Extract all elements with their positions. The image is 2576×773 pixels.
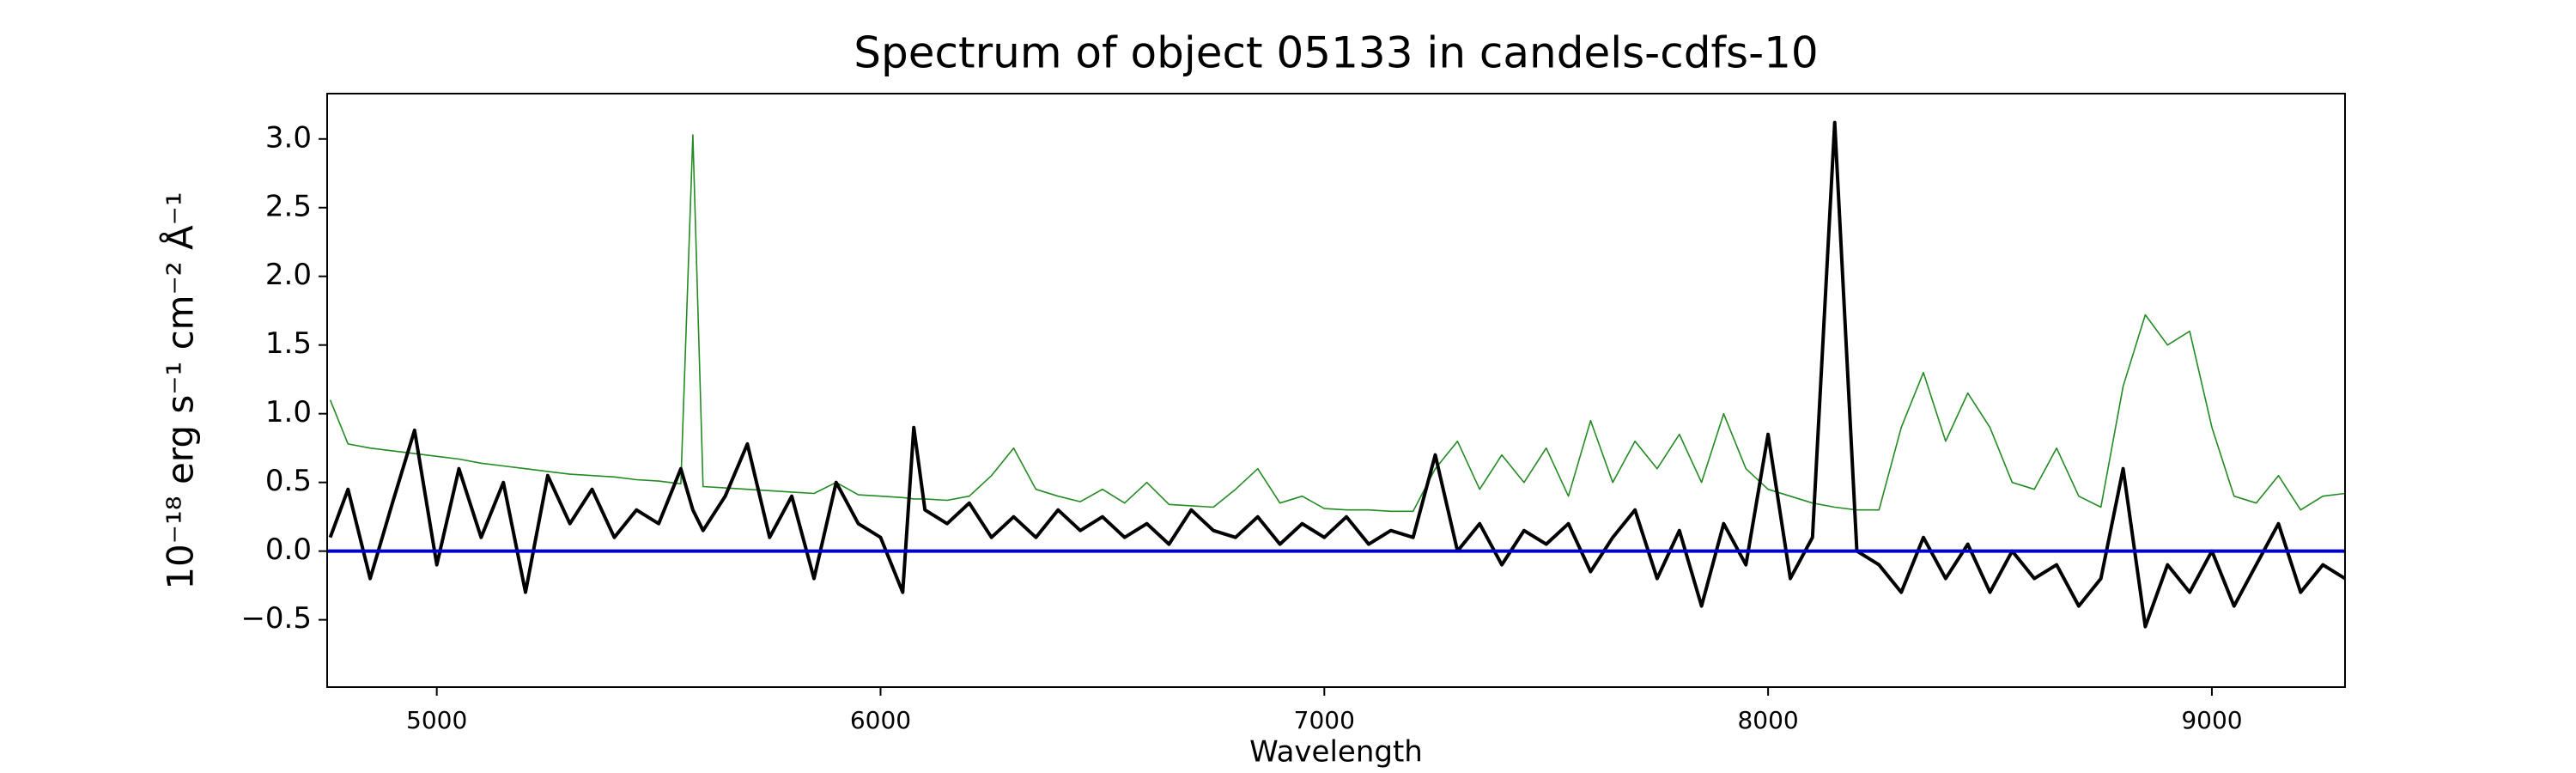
y-tick-label: 2.5 <box>265 189 312 223</box>
y-tick-label: 1.5 <box>265 326 312 361</box>
x-tick-label: 5000 <box>406 706 467 734</box>
x-axis-label: Wavelength <box>1249 735 1423 770</box>
x-tick-label: 6000 <box>850 706 911 734</box>
chart-title: Spectrum of object 05133 in candels-cdfs… <box>854 28 1819 78</box>
spectrum-line <box>328 120 2345 629</box>
y-tick-label: −0.5 <box>240 601 312 636</box>
y-tick-label: 0.5 <box>265 464 312 498</box>
y-tick-label: 1.0 <box>265 395 312 429</box>
plot-frame <box>326 93 2346 688</box>
y-tick-label: 0.0 <box>265 533 312 567</box>
x-tick-label: 8000 <box>1737 706 1798 734</box>
x-tick-label: 9000 <box>2181 706 2242 734</box>
y-axis-label: 10⁻¹⁸ erg s⁻¹ cm⁻² Å⁻¹ <box>159 192 202 589</box>
y-tick-label: 3.0 <box>265 120 312 155</box>
x-tick-label: 7000 <box>1294 706 1355 734</box>
y-tick-label: 2.0 <box>265 258 312 292</box>
spectrum-line <box>329 134 2345 513</box>
